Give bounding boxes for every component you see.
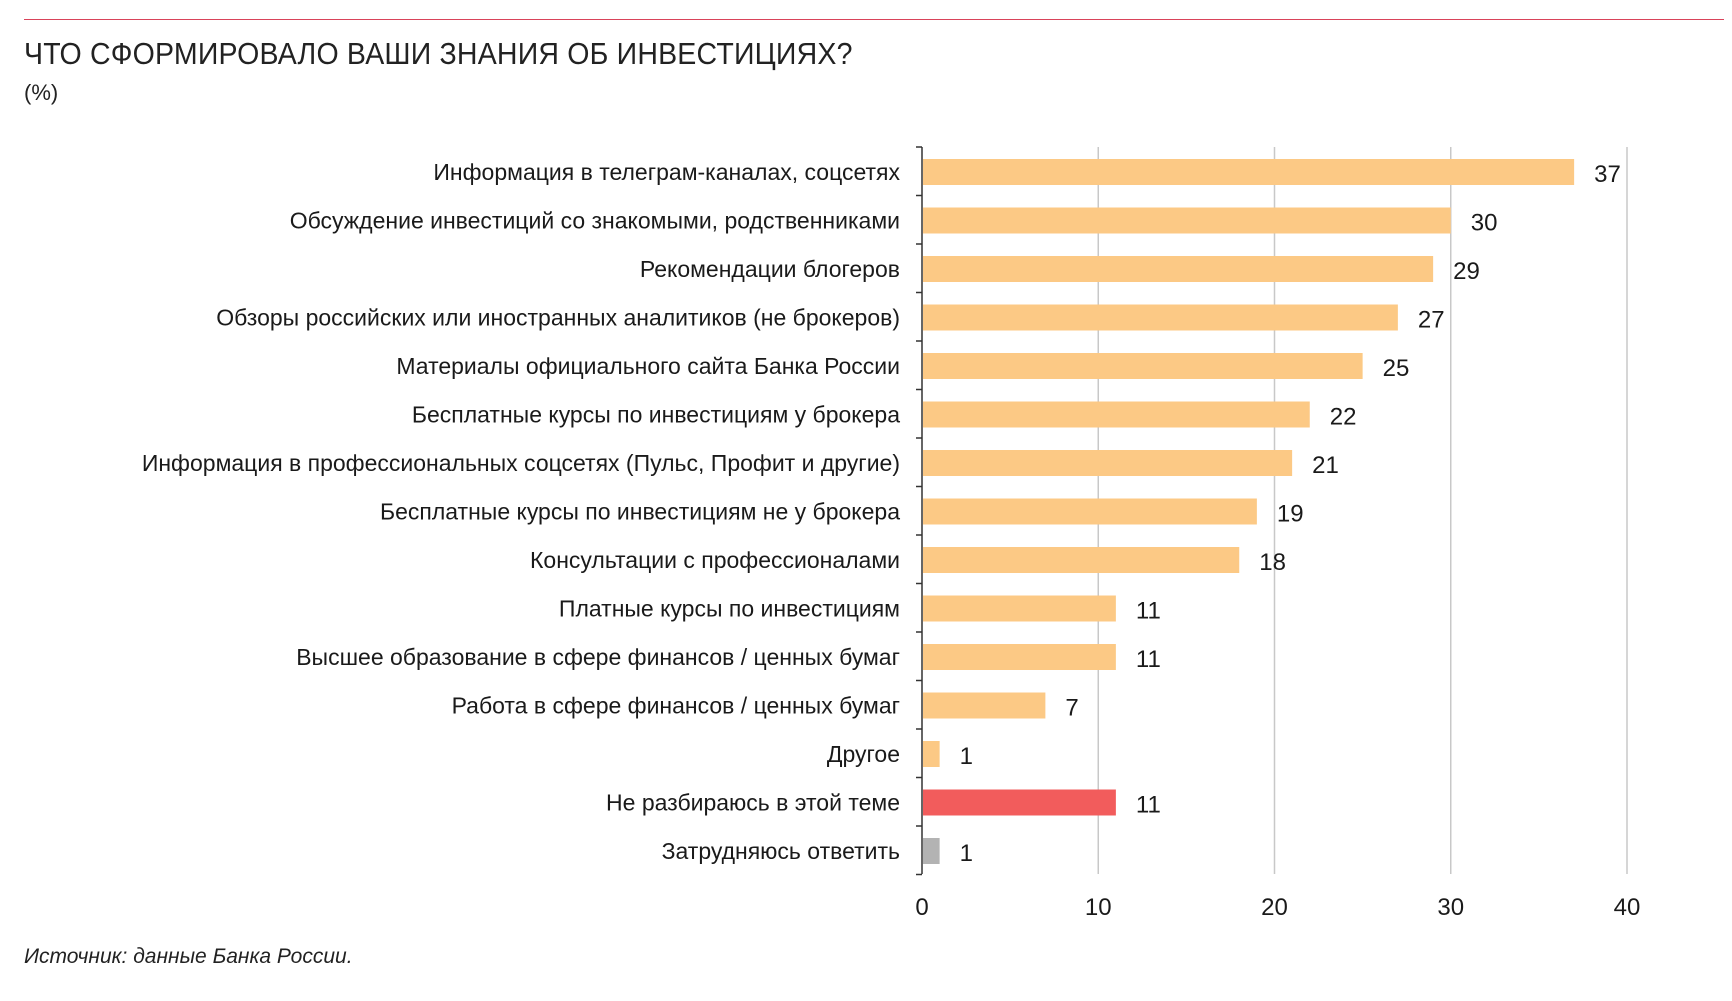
bar: [923, 644, 1116, 670]
y-axis: [916, 146, 923, 876]
source-note: Источник: данные Банка России.: [24, 945, 353, 968]
value-label: 30: [1471, 210, 1498, 237]
bars: [923, 159, 1575, 864]
category-label: Платные курсы по инвестициям: [559, 596, 900, 622]
x-tick-label: 10: [1085, 894, 1112, 921]
value-label: 1: [960, 743, 973, 770]
bar: [923, 401, 1310, 428]
category-label: Не разбираюсь в этой теме: [606, 790, 900, 816]
x-tick-label: 40: [1614, 894, 1641, 921]
category-label: Бесплатные курсы по инвестициям не у бро…: [380, 499, 900, 525]
category-label: Затрудняюсь ответить: [662, 838, 900, 864]
value-label: 18: [1259, 549, 1286, 576]
category-label: Информация в телеграм-каналах, соцсетях: [433, 159, 900, 185]
value-label: 19: [1277, 501, 1304, 528]
bar: [923, 304, 1398, 331]
value-label: 21: [1312, 452, 1339, 479]
value-label: 37: [1594, 161, 1621, 188]
value-label: 27: [1418, 307, 1445, 334]
value-label: 1: [960, 840, 973, 867]
chart-subtitle: (%): [24, 80, 59, 105]
category-label: Рекомендации блогеров: [640, 256, 900, 282]
category-label: Бесплатные курсы по инвестициям у брокер…: [412, 402, 900, 428]
category-label: Информация в профессиональных соцсетях (…: [142, 450, 900, 476]
category-label: Материалы официального сайта Банка Росси…: [396, 353, 900, 379]
x-tick-label: 30: [1437, 894, 1464, 921]
value-label: 29: [1453, 258, 1480, 285]
value-label: 11: [1136, 792, 1161, 819]
category-label: Высшее образование в сфере финансов / це…: [296, 644, 900, 670]
bar: [923, 547, 1240, 573]
bar: [923, 498, 1257, 525]
bar: [923, 353, 1363, 379]
category-label: Обсуждение инвестиций со знакомыми, родс…: [290, 208, 900, 234]
bar: [923, 207, 1451, 234]
value-label: 11: [1136, 646, 1161, 673]
category-label: Работа в сфере финансов / ценных бумаг: [452, 693, 900, 719]
bar: [923, 789, 1116, 816]
value-label: 22: [1330, 404, 1357, 431]
category-labels: Информация в телеграм-каналах, соцсетях О…: [142, 159, 901, 864]
x-tick-label: 20: [1261, 894, 1288, 921]
bar: [923, 741, 940, 767]
category-label: Консультации с профессионалами: [530, 547, 900, 573]
value-label: 7: [1065, 695, 1078, 722]
category-label: Другое: [827, 741, 900, 767]
bar: [923, 595, 1116, 622]
x-tick-label: 0: [915, 894, 928, 921]
bar: [923, 692, 1046, 719]
x-tick-labels: 0 10 20 30 40: [915, 894, 1640, 921]
value-label: 25: [1383, 355, 1410, 382]
value-label: 11: [1136, 598, 1161, 625]
bar: [923, 159, 1575, 185]
category-label: Обзоры российских или иностранных аналит…: [216, 305, 900, 331]
bar: [923, 450, 1293, 476]
bar: [923, 838, 940, 864]
chart-title: ЧТО СФОРМИРОВАЛО ВАШИ ЗНАНИЯ ОБ ИНВЕСТИЦ…: [24, 36, 853, 71]
bar: [923, 256, 1434, 282]
top-rule: [24, 19, 1724, 20]
